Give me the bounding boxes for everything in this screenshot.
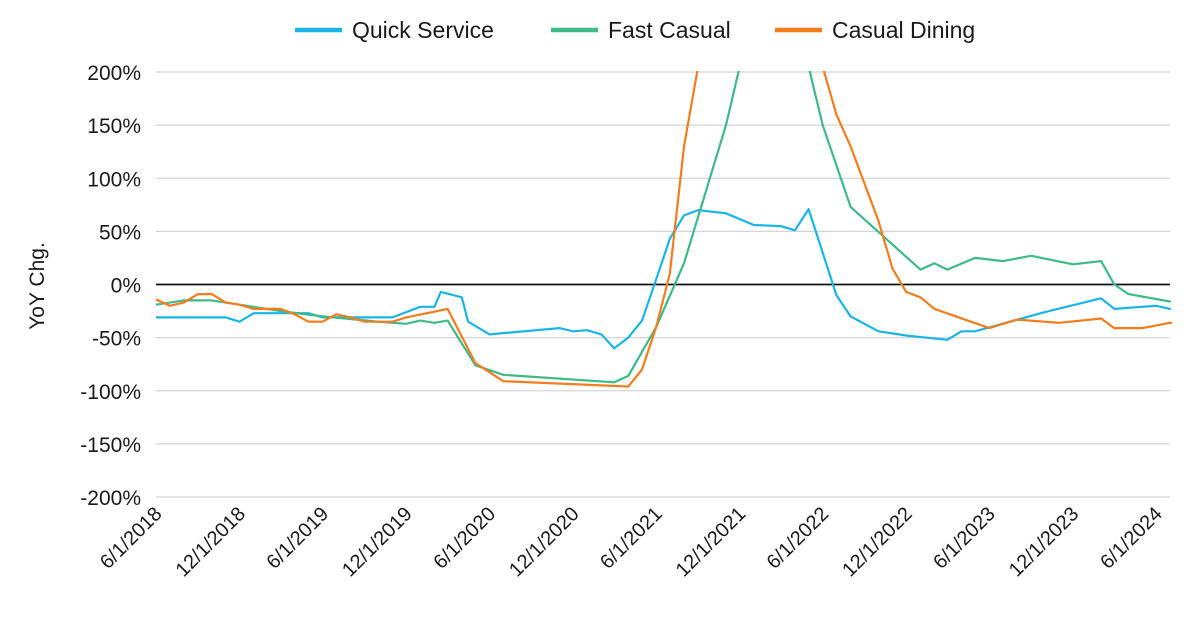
gridlines	[156, 71, 1170, 498]
y-tick-label: 150%	[87, 115, 141, 138]
x-axis-ticks: 6/1/2018 12/1/2018 6/1/2019 12/1/2019 6/1/20…	[96, 503, 1167, 581]
x-tick-label: 12/1/2020	[505, 503, 583, 581]
x-tick-label: 6/1/2024	[1096, 503, 1167, 574]
y-tick-label: 200%	[87, 62, 141, 85]
y-tick-label: -150%	[80, 434, 141, 457]
legend-label: Fast Casual	[608, 17, 731, 43]
y-tick-label: 50%	[99, 221, 141, 244]
y-tick-label: 0%	[111, 275, 141, 298]
legend: Quick Service Fast Casual Casual Dining	[295, 17, 975, 43]
series-line-quick-service	[156, 208, 1172, 350]
x-tick-label: 6/1/2019	[263, 503, 334, 574]
y-tick-label: 100%	[87, 168, 141, 191]
x-tick-label: 6/1/2020	[430, 503, 501, 574]
legend-label: Casual Dining	[832, 17, 975, 43]
x-tick-label: 6/1/2018	[96, 503, 167, 574]
x-tick-label: 12/1/2023	[1005, 503, 1083, 581]
y-tick-label: -50%	[92, 328, 141, 351]
x-tick-label: 12/1/2022	[838, 503, 916, 581]
x-tick-label: 12/1/2021	[672, 503, 750, 581]
series-line-fast-casual	[156, 71, 1172, 384]
series-line-casual-dining	[156, 71, 1172, 388]
x-tick-label: 6/1/2023	[929, 503, 1000, 574]
x-tick-label: 6/1/2021	[596, 503, 667, 574]
x-tick-label: 12/1/2019	[338, 503, 416, 581]
y-tick-label: -100%	[80, 381, 141, 404]
legend-label: Quick Service	[352, 17, 494, 43]
y-axis-label: YoY Chg.	[26, 242, 49, 330]
x-tick-label: 6/1/2022	[763, 503, 834, 574]
y-tick-label: -200%	[80, 487, 141, 510]
y-axis-ticks: 200% 150% 100% 50% 0% -50% -100% -150% -200%	[80, 62, 141, 510]
plot-area	[156, 71, 1172, 388]
x-tick-label: 12/1/2018	[172, 503, 250, 581]
